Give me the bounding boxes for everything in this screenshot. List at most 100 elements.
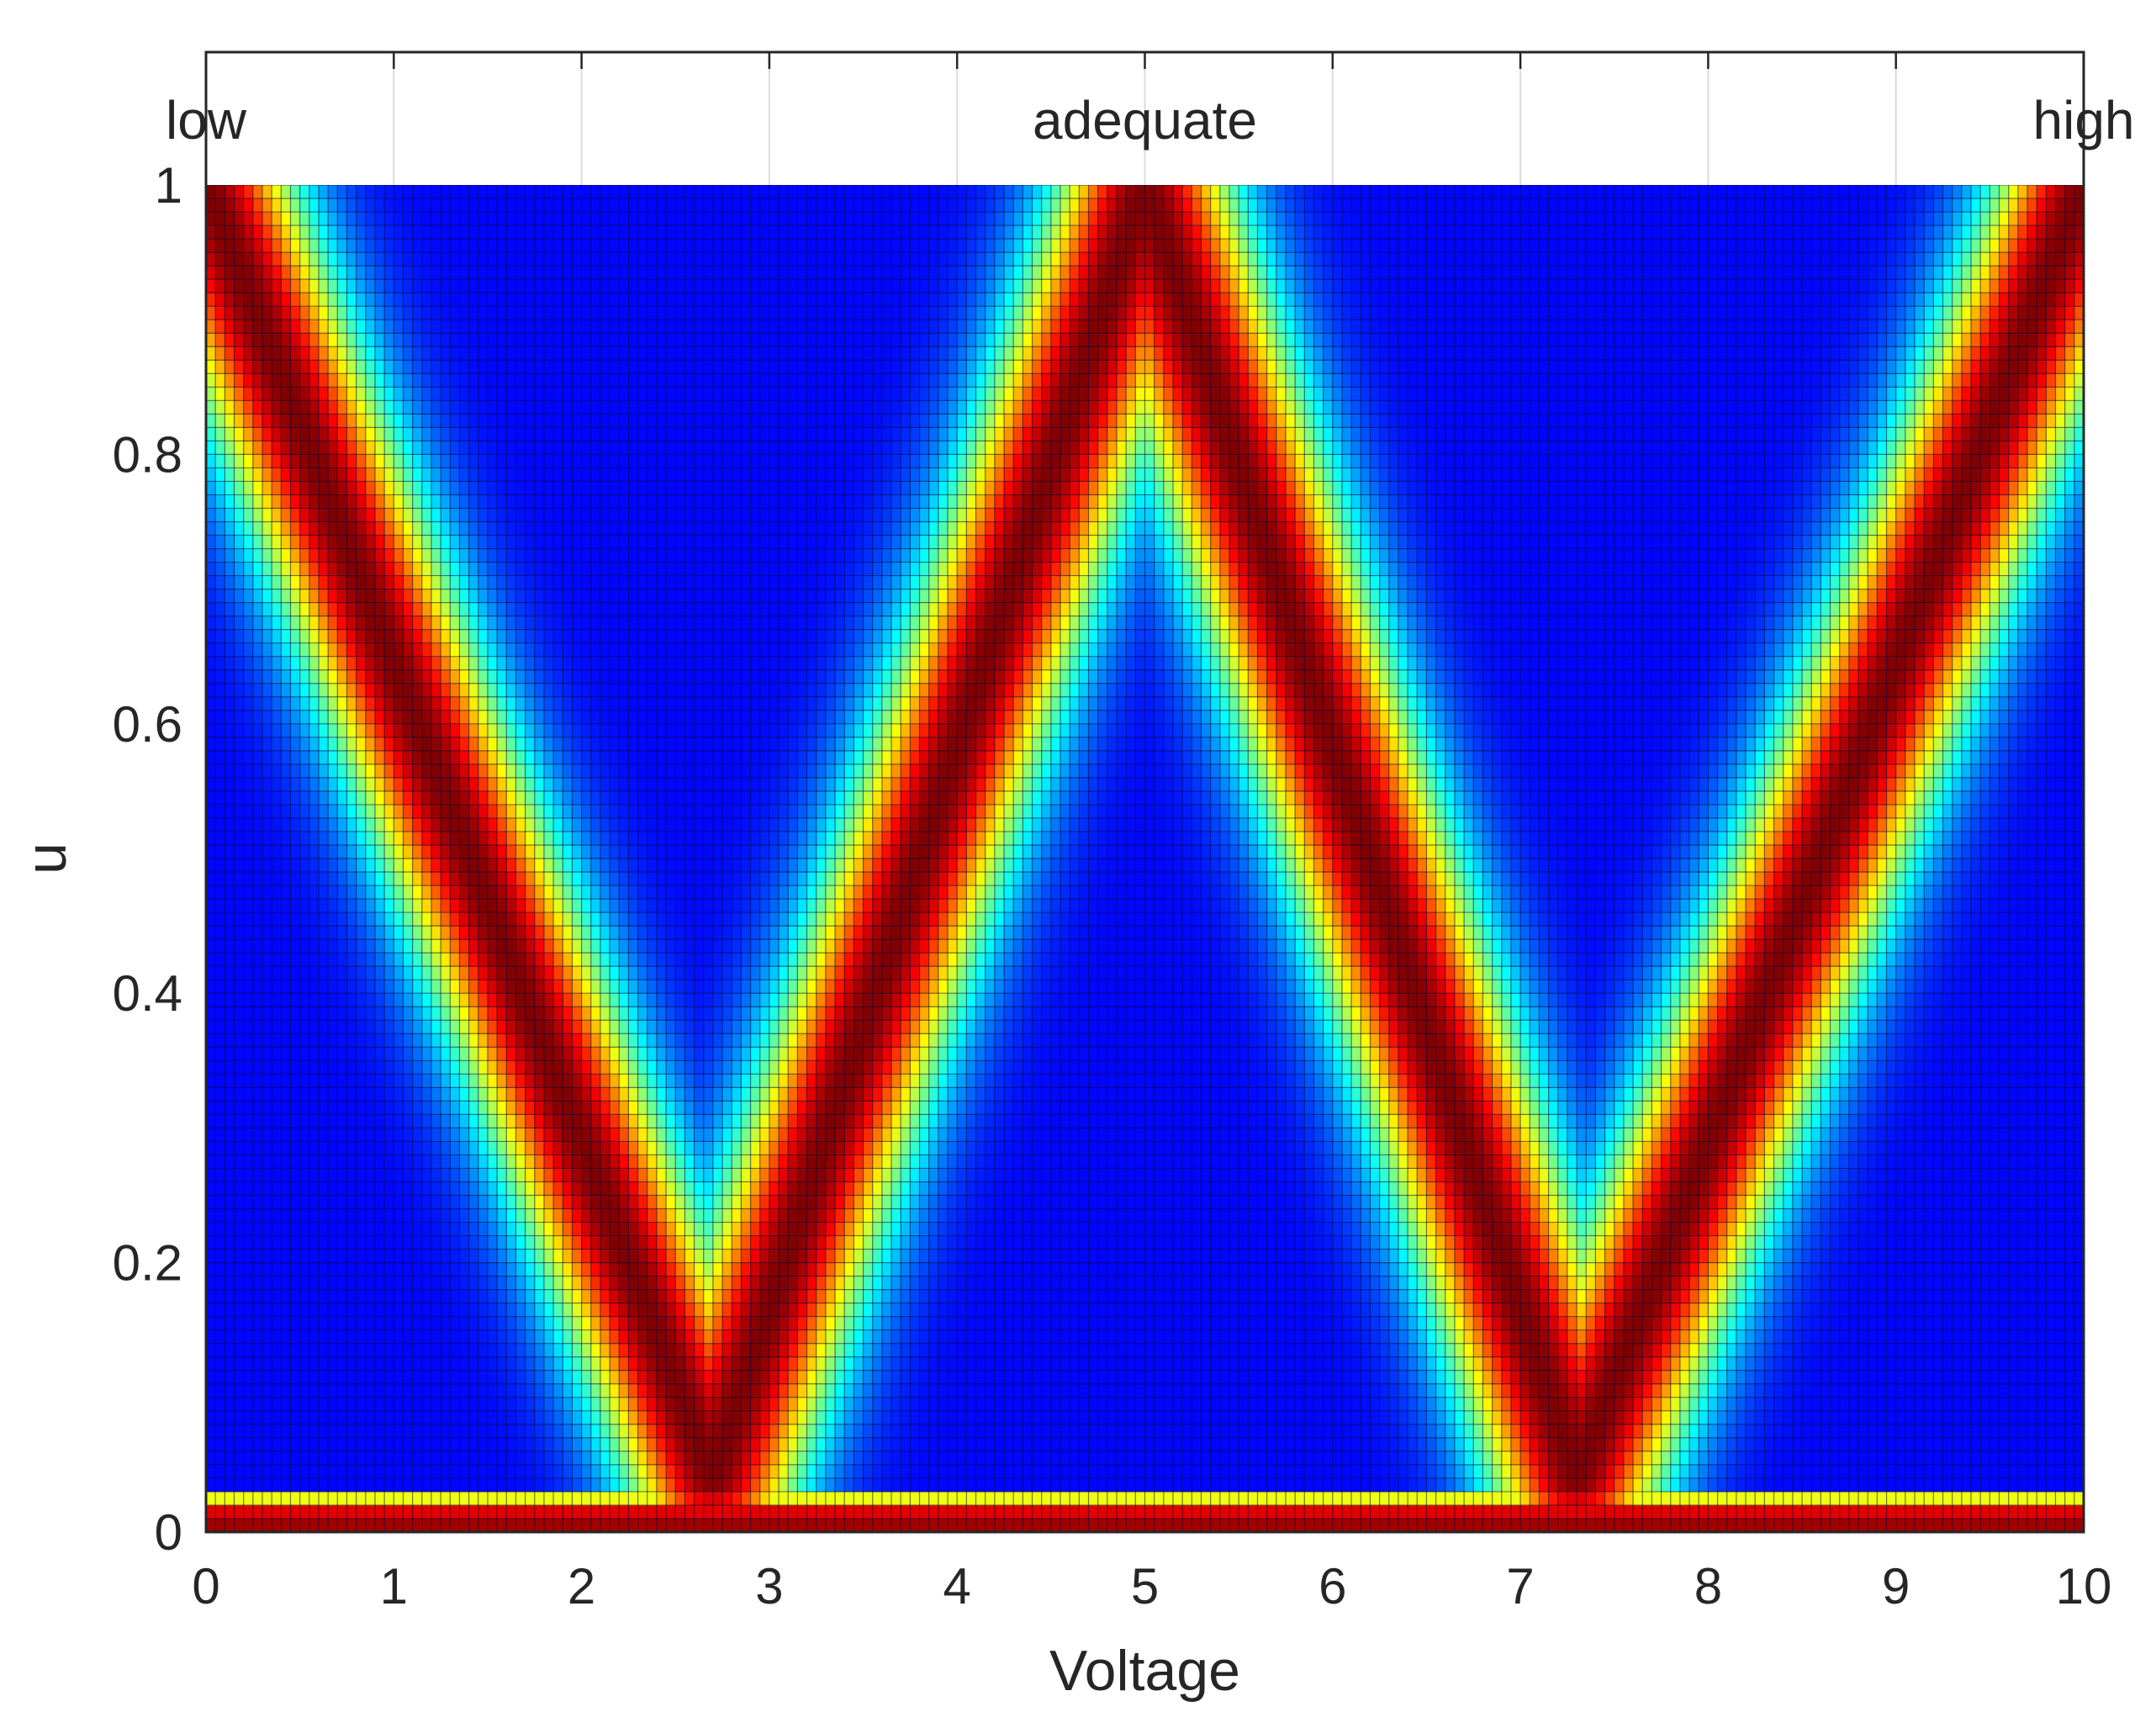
heatmap-cell bbox=[1389, 1465, 1399, 1478]
heatmap-cell bbox=[591, 1451, 601, 1465]
heatmap-cell bbox=[506, 1384, 516, 1398]
heatmap-cell bbox=[1764, 1505, 1774, 1519]
heatmap-cell bbox=[1482, 1492, 1493, 1505]
heatmap-cell bbox=[1595, 1505, 1605, 1519]
heatmap-cell bbox=[1324, 1451, 1334, 1465]
heatmap-cell bbox=[1342, 1519, 1352, 1532]
heatmap-cell bbox=[835, 1411, 845, 1424]
heatmap-cell bbox=[901, 1398, 911, 1411]
heatmap-cell bbox=[1313, 1492, 1324, 1505]
heatmap-cell bbox=[929, 1411, 939, 1424]
heatmap-cell bbox=[309, 1411, 320, 1424]
heatmap-cell bbox=[1990, 1505, 2000, 1519]
heatmap-cell bbox=[497, 1424, 507, 1438]
heatmap-cell bbox=[375, 1451, 385, 1465]
heatmap-cell bbox=[647, 1492, 658, 1505]
heatmap-cell bbox=[2009, 1478, 2019, 1492]
heatmap-cell bbox=[1135, 1398, 1145, 1411]
heatmap-cell bbox=[497, 1478, 507, 1492]
heatmap-cell bbox=[1727, 1451, 1737, 1465]
heatmap-cell bbox=[966, 1424, 976, 1438]
heatmap-cell bbox=[1220, 1478, 1230, 1492]
heatmap-cell bbox=[1840, 1519, 1850, 1532]
heatmap-cell bbox=[422, 1519, 432, 1532]
heatmap-cell bbox=[506, 1438, 516, 1451]
heatmap-cell bbox=[864, 1465, 874, 1478]
heatmap-cell bbox=[657, 1465, 667, 1478]
heatmap-cell bbox=[2056, 1465, 2066, 1478]
heatmap-cell bbox=[1699, 1438, 1709, 1451]
heatmap-cell bbox=[1013, 1505, 1023, 1519]
heatmap-cell bbox=[1915, 1451, 1925, 1465]
heatmap-cell bbox=[281, 1411, 291, 1424]
heatmap-cell bbox=[779, 1411, 789, 1424]
heatmap-cell bbox=[1342, 1398, 1352, 1411]
heatmap-cell bbox=[638, 1398, 648, 1411]
heatmap-cell bbox=[1586, 1438, 1596, 1451]
heatmap-cell bbox=[1380, 1478, 1390, 1492]
heatmap-cell bbox=[1295, 1492, 1305, 1505]
heatmap-cell bbox=[431, 1424, 441, 1438]
heatmap-cell bbox=[553, 1424, 563, 1438]
heatmap-cell bbox=[657, 1451, 667, 1465]
heatmap-cell bbox=[1924, 1451, 1934, 1465]
heatmap-cell bbox=[506, 1492, 516, 1505]
heatmap-cell bbox=[1755, 1478, 1765, 1492]
heatmap-cell bbox=[1671, 1478, 1681, 1492]
heatmap-cell bbox=[262, 1478, 272, 1492]
heatmap-cell bbox=[1577, 1492, 1587, 1505]
heatmap-cell bbox=[235, 1424, 245, 1438]
heatmap-cell bbox=[1605, 1424, 1615, 1438]
heatmap-cell bbox=[1624, 1478, 1634, 1492]
heatmap-cell bbox=[1605, 1505, 1615, 1519]
heatmap-cell bbox=[995, 1398, 1005, 1411]
heatmap-cell bbox=[497, 1384, 507, 1398]
heatmap-cell bbox=[1239, 1505, 1249, 1519]
heatmap-cell bbox=[1126, 1451, 1136, 1465]
heatmap-cell bbox=[1173, 1424, 1183, 1438]
heatmap-cell bbox=[1689, 1465, 1699, 1478]
heatmap-cell bbox=[535, 1505, 545, 1519]
heatmap-cell bbox=[1868, 1478, 1878, 1492]
heatmap-cell bbox=[1417, 1519, 1427, 1532]
heatmap-cell bbox=[844, 1411, 854, 1424]
heatmap-cell bbox=[1820, 1438, 1831, 1451]
heatmap-cell bbox=[1511, 1451, 1521, 1465]
heatmap-cell bbox=[1933, 1465, 1943, 1478]
heatmap-cell bbox=[722, 1438, 732, 1451]
heatmap-cell bbox=[544, 1411, 554, 1424]
heatmap-cell bbox=[1971, 1398, 1981, 1411]
heatmap-cell bbox=[1943, 1438, 1953, 1451]
heatmap-cell bbox=[1164, 1478, 1174, 1492]
heatmap-cell bbox=[1558, 1478, 1568, 1492]
heatmap-cell bbox=[1962, 1438, 1972, 1451]
heatmap-cell bbox=[1135, 1438, 1145, 1451]
heatmap-cell bbox=[826, 1424, 836, 1438]
heatmap-cell bbox=[1455, 1478, 1465, 1492]
heatmap-cell bbox=[469, 1492, 479, 1505]
heatmap-cell bbox=[695, 1519, 705, 1532]
heatmap-cell bbox=[995, 1411, 1005, 1424]
heatmap-cell bbox=[1915, 1438, 1925, 1451]
heatmap-cell bbox=[544, 1451, 554, 1465]
heatmap-cell bbox=[488, 1398, 498, 1411]
heatmap-cell bbox=[910, 1505, 920, 1519]
heatmap-cell bbox=[506, 1411, 516, 1424]
heatmap-cell bbox=[995, 1451, 1005, 1465]
heatmap-cell bbox=[966, 1411, 976, 1424]
heatmap-cell bbox=[450, 1384, 460, 1398]
heatmap-cell bbox=[1849, 1465, 1859, 1478]
heatmap-cell bbox=[1426, 1492, 1436, 1505]
heatmap-cell bbox=[788, 1492, 798, 1505]
heatmap-cell bbox=[891, 1465, 901, 1478]
heatmap-cell bbox=[1980, 1424, 1990, 1438]
heatmap-cell bbox=[1840, 1492, 1850, 1505]
heatmap-cell bbox=[235, 1519, 245, 1532]
heatmap-cell bbox=[357, 1519, 367, 1532]
heatmap-cell bbox=[553, 1411, 563, 1424]
heatmap-cell bbox=[1229, 1465, 1239, 1478]
heatmap-cell bbox=[1023, 1451, 1033, 1465]
heatmap-cell bbox=[807, 1451, 817, 1465]
heatmap-cell bbox=[422, 1465, 432, 1478]
heatmap-cell bbox=[1361, 1398, 1371, 1411]
